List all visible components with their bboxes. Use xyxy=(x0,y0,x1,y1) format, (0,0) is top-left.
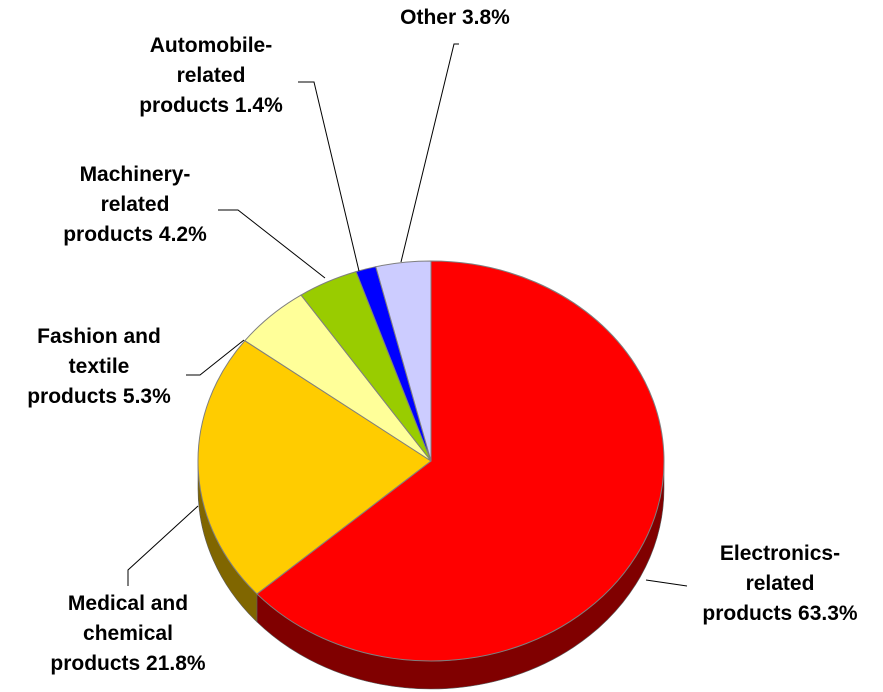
slice-labels: Electronics-related products 63.3% Medical… xyxy=(27,6,858,675)
label-line: products 21.8% xyxy=(50,652,206,675)
label-line: Automobile- xyxy=(150,34,272,57)
leader-line-electronics xyxy=(645,579,688,587)
label-line: products 1.4% xyxy=(139,94,283,117)
label-line: Machinery- xyxy=(80,163,191,186)
label-other: Other 3.8% xyxy=(400,6,510,29)
label-line: Electronics- xyxy=(720,542,840,565)
label-line: textile xyxy=(69,355,130,378)
label-line: chemical xyxy=(83,622,173,645)
label-electronics: Electronics-related products 63.3% xyxy=(702,542,858,625)
label-line: related xyxy=(177,64,246,87)
label-automobile: Automobile-related products 1.4% xyxy=(139,34,283,117)
label-line: products 5.3% xyxy=(27,385,171,408)
pie-slices xyxy=(197,260,665,662)
label-line: products 4.2% xyxy=(63,223,207,246)
leader-line-automobile xyxy=(298,81,360,272)
leader-line-machinery xyxy=(218,209,326,279)
label-line: Fashion and xyxy=(37,325,161,348)
label-line: Other 3.8% xyxy=(400,6,510,29)
label-machinery: Machinery-related products 4.2% xyxy=(63,163,207,246)
label-line: related xyxy=(101,193,170,216)
label-medical-chemical: Medical and chemical products 21.8% xyxy=(50,592,206,675)
leader-line-other xyxy=(400,43,459,263)
slice-electronics xyxy=(256,260,665,662)
leader-line-fashion-textile xyxy=(186,339,245,376)
slice-other xyxy=(375,260,432,462)
leader-line-medical-chemical xyxy=(127,505,199,586)
slice-medical-chemical xyxy=(197,340,432,595)
label-line: related xyxy=(746,572,815,595)
leader-lines xyxy=(127,43,688,587)
label-fashion-textile: Fashion and textile products 5.3% xyxy=(27,325,171,408)
label-line: Medical and xyxy=(68,592,188,615)
label-line: products 63.3% xyxy=(702,602,858,625)
